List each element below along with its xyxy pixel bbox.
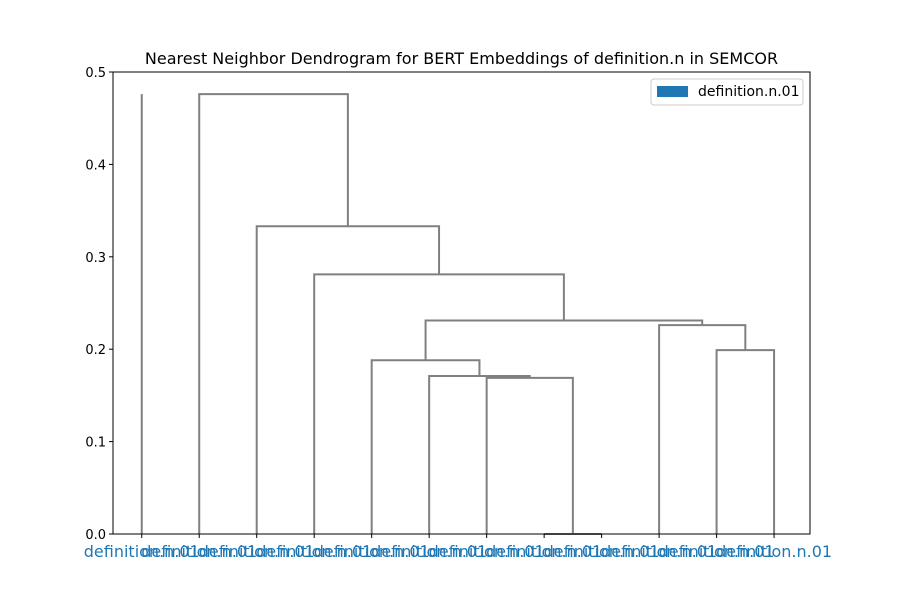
legend-swatch xyxy=(657,86,688,97)
leaf-label: definition.n.01 xyxy=(544,542,660,561)
dendrogram-link xyxy=(255,225,441,534)
leaf-label: definition.n.01 xyxy=(659,542,775,561)
leaf-label: definition.n.01 xyxy=(256,542,372,561)
y-tick-label: 0.5 xyxy=(85,66,106,81)
y-tick-label: 0.2 xyxy=(85,343,106,358)
chart-title: Nearest Neighbor Dendrogram for BERT Emb… xyxy=(145,49,778,68)
leaf-label: definition.n.01 xyxy=(486,542,602,561)
legend-box xyxy=(650,78,804,106)
y-tick-label: 0.1 xyxy=(85,436,106,451)
legend-label: definition.n.01 xyxy=(698,84,800,100)
dendrogram-link xyxy=(428,374,531,534)
dendrogram-links xyxy=(140,93,776,535)
leaf-label: definition.n.01 xyxy=(314,542,430,561)
leaf-label: definition.n.01 xyxy=(429,542,545,561)
plot-area-frame xyxy=(112,71,811,535)
x-axis-leaf-labels: definition.n.01definition.n.01definition… xyxy=(84,534,832,561)
leaf-label: definition.n.01 xyxy=(199,542,315,561)
dendrogram-link xyxy=(658,324,747,534)
leaf-label: definition.n.01 xyxy=(371,542,487,561)
y-tick-label: 0.4 xyxy=(85,158,106,173)
dendrogram-link xyxy=(424,319,704,361)
dendrogram-link xyxy=(715,349,776,534)
y-axis: 0.0 0.1 0.2 0.3 0.4 0.5 xyxy=(85,66,113,543)
y-tick-label: 0.0 xyxy=(85,528,106,543)
dendrogram-link xyxy=(198,93,349,534)
leaf-label: definition.n.01 xyxy=(84,542,200,561)
dendrogram-link xyxy=(313,273,565,534)
legend: definition.n.01 xyxy=(650,78,804,106)
dendrogram-link xyxy=(370,359,481,534)
dendrogram-link xyxy=(485,376,574,534)
y-tick-label: 0.3 xyxy=(85,251,106,266)
leaf-label: definition.n.01 xyxy=(601,542,717,561)
leaf-label: definition.n.01 xyxy=(141,542,257,561)
leaf-label: definition.n.01 xyxy=(716,542,832,561)
